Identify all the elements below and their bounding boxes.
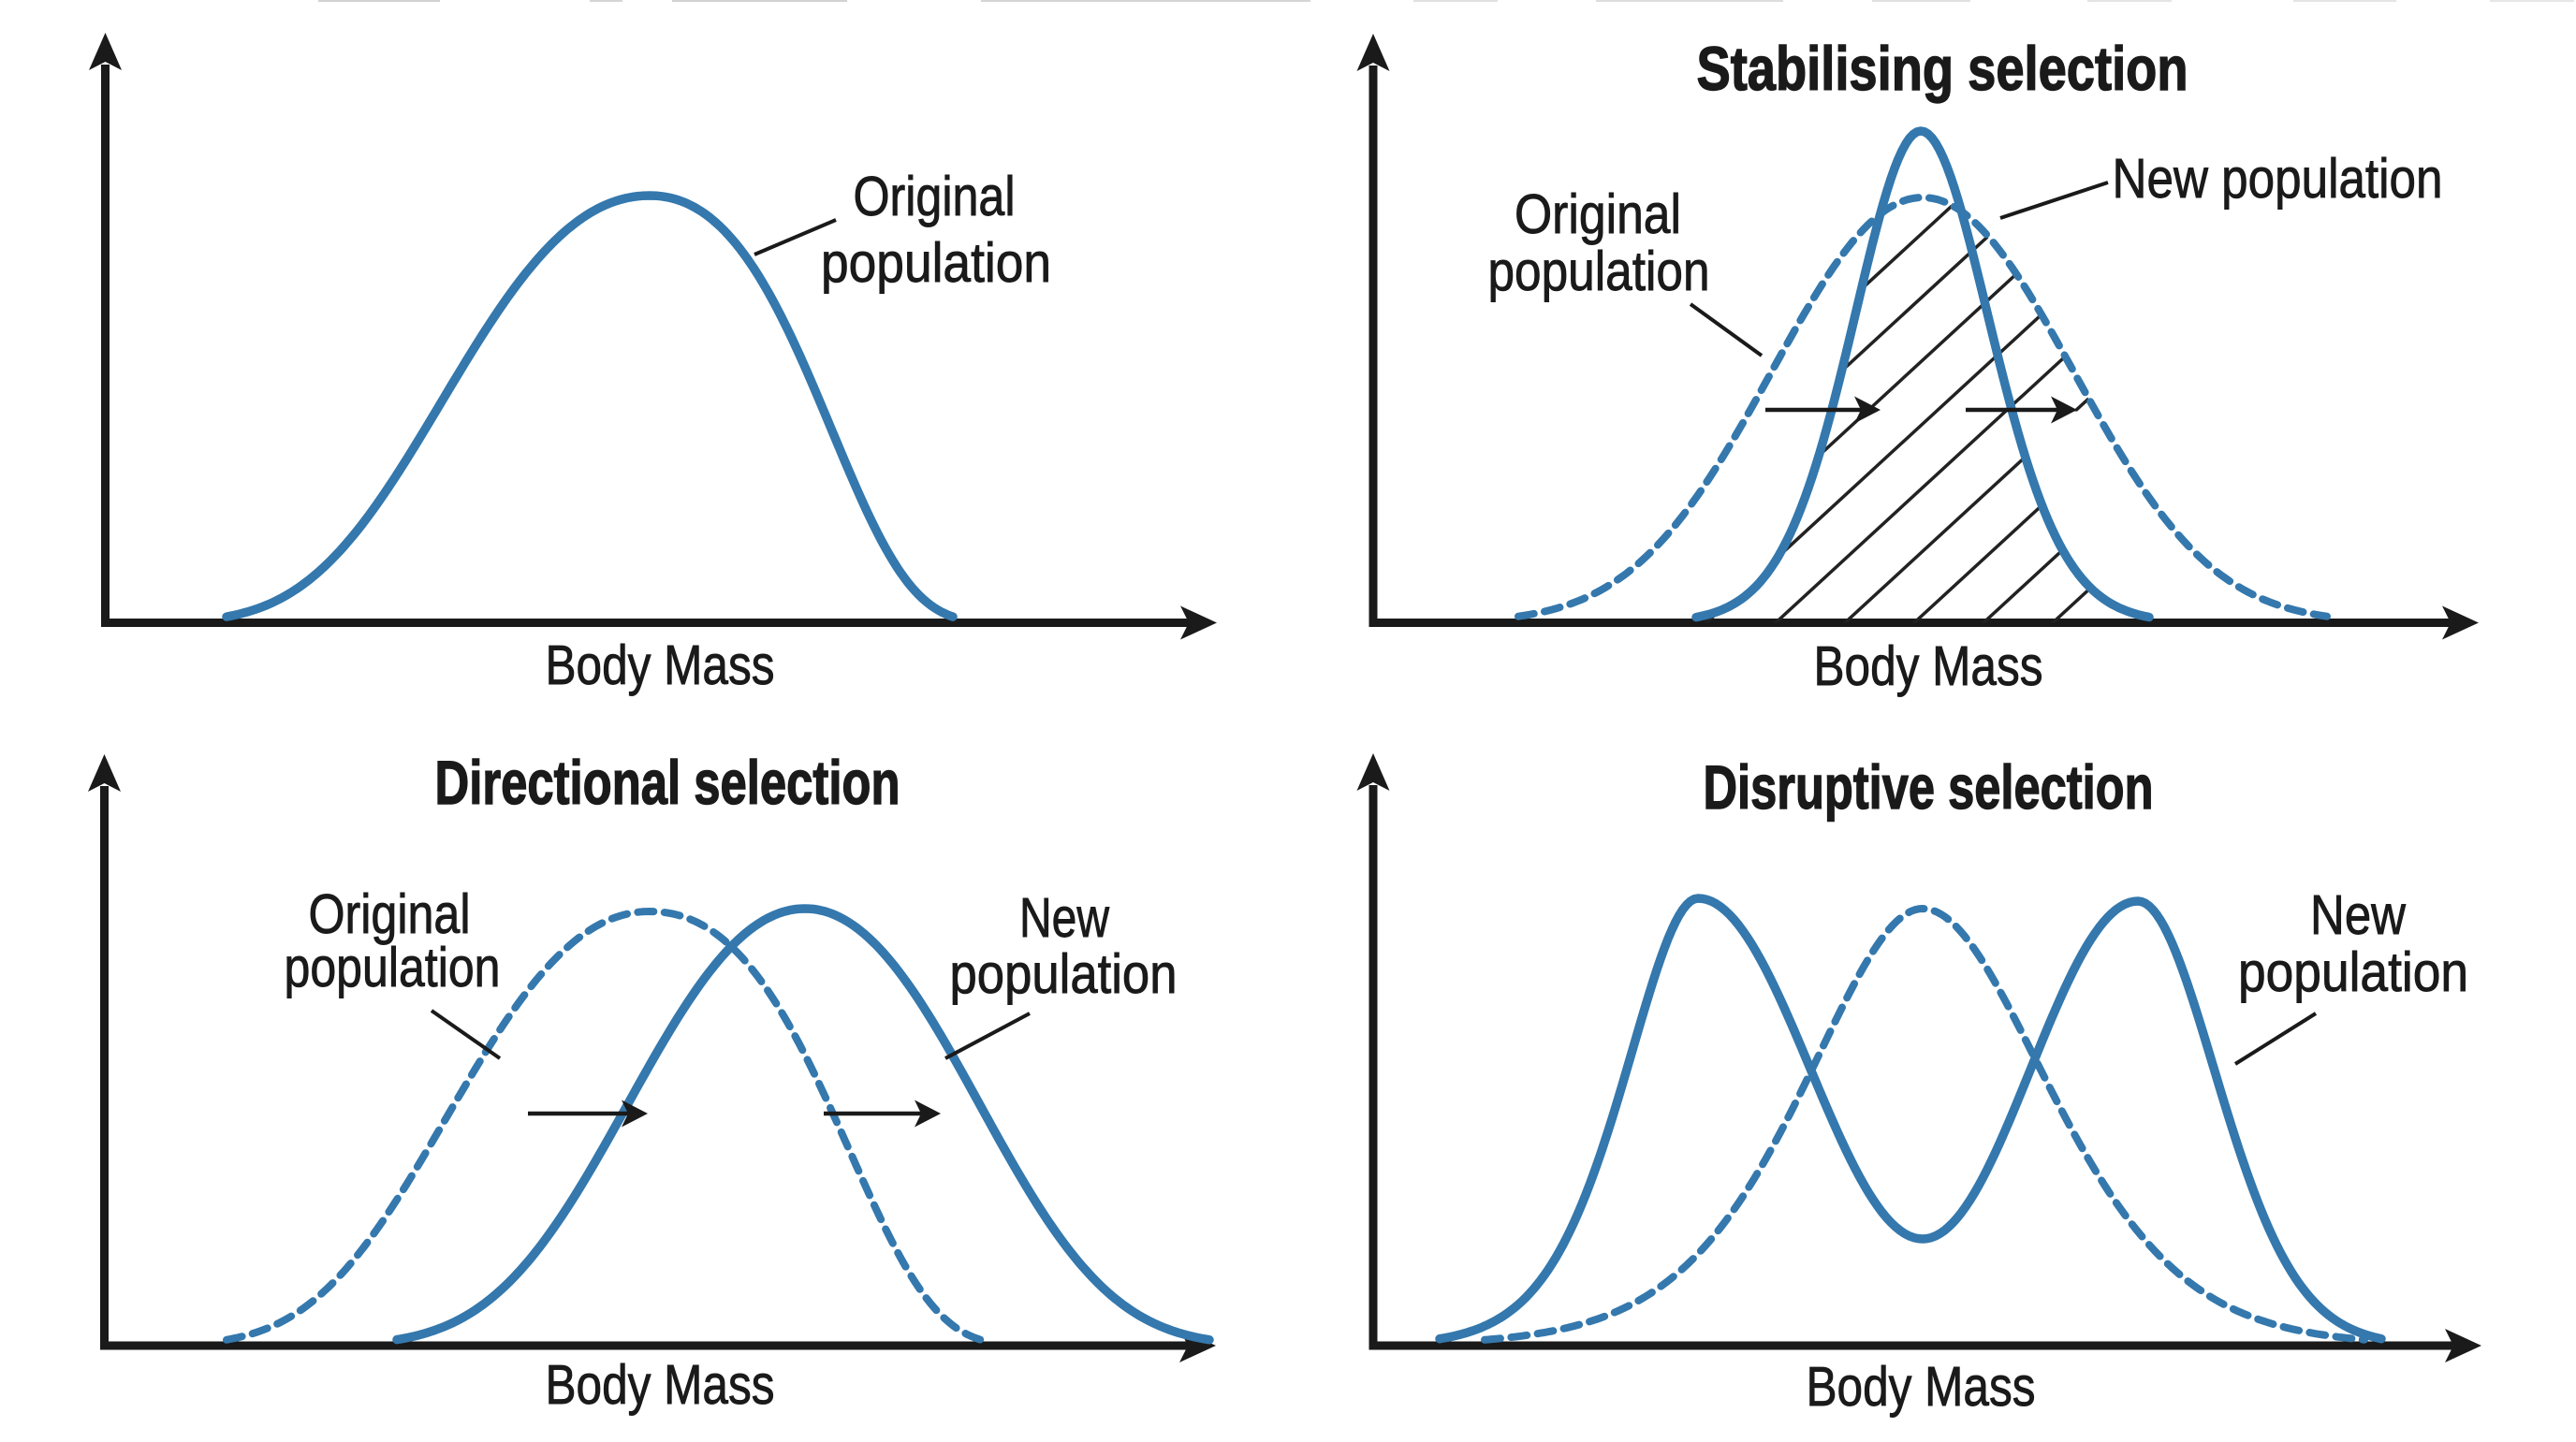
svg-text:Directional selection: Directional selection xyxy=(435,749,900,817)
svg-text:Body Mass: Body Mass xyxy=(546,1355,775,1417)
svg-text:Stabilising selection: Stabilising selection xyxy=(1697,35,2188,103)
svg-text:Body Mass: Body Mass xyxy=(546,635,775,697)
svg-text:New: New xyxy=(2310,885,2407,947)
svg-text:Original: Original xyxy=(854,167,1016,228)
svg-text:population: population xyxy=(1488,241,1710,303)
svg-text:population: population xyxy=(821,233,1051,295)
svg-text:population: population xyxy=(2238,942,2468,1004)
svg-text:Original: Original xyxy=(1515,184,1681,246)
svg-text:Body Mass: Body Mass xyxy=(1814,636,2043,698)
svg-text:Body Mass: Body Mass xyxy=(1807,1357,2036,1419)
svg-text:New population: New population xyxy=(2113,149,2443,211)
svg-text:population: population xyxy=(950,944,1178,1006)
svg-text:Disruptive selection: Disruptive selection xyxy=(1704,753,2154,822)
svg-text:population: population xyxy=(285,938,501,999)
svg-text:New: New xyxy=(1019,888,1110,950)
svg-text:Original: Original xyxy=(309,884,471,946)
